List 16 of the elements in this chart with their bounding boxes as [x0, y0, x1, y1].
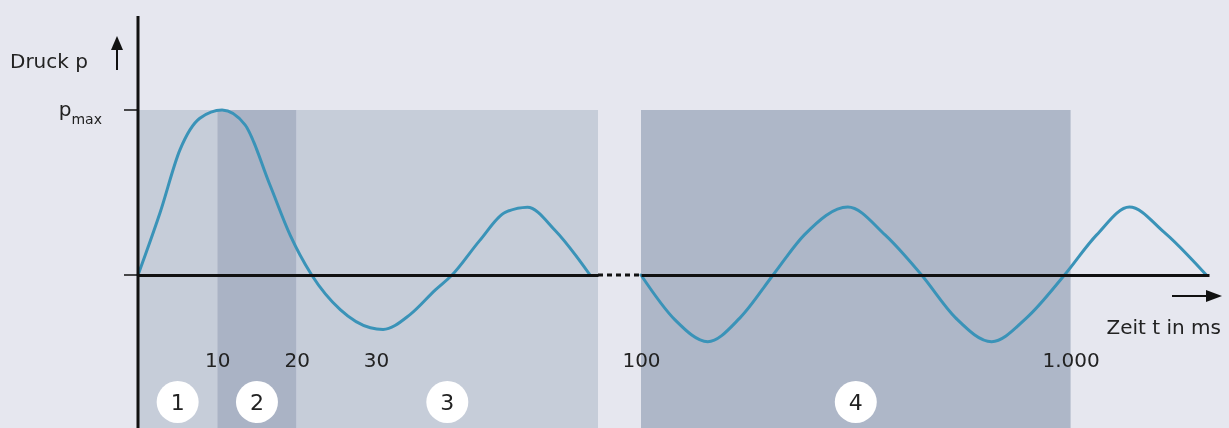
band-label: 2: [249, 390, 264, 415]
x-tick-label: 10: [205, 348, 231, 373]
x-tick-label: 30: [363, 348, 390, 373]
y-axis-title: Druck p: [10, 49, 88, 73]
number-badge: 3: [426, 381, 469, 423]
x-tick-label: 1.000: [1042, 348, 1100, 373]
x-tick-label: 100: [622, 348, 661, 373]
x-axis-title: Zeit t in ms: [1106, 315, 1221, 339]
text: p$_{max}$: [58, 97, 102, 127]
number-badge: 1: [156, 381, 199, 423]
number-badge: 2: [235, 381, 278, 423]
number-badge: 4: [834, 381, 877, 423]
x-tick-label: 20: [284, 348, 310, 373]
band-label: 3: [440, 390, 455, 415]
band-label: 4: [848, 390, 863, 415]
band-label: 1: [170, 390, 185, 415]
